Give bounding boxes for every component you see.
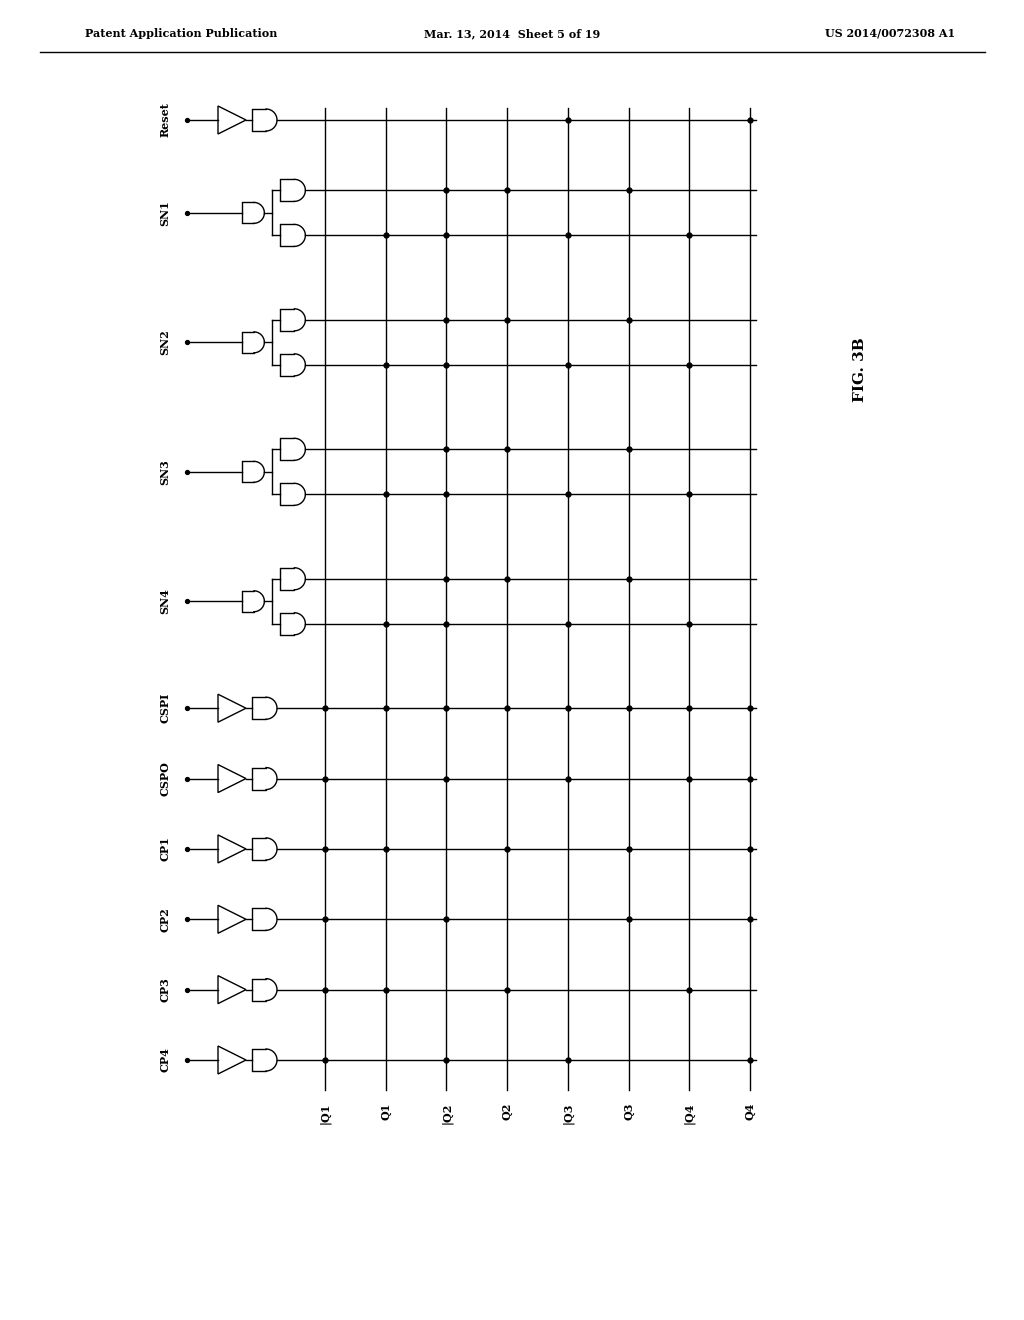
Text: Q3: Q3	[623, 1104, 634, 1121]
Text: CP3: CP3	[160, 977, 171, 1002]
Text: |Q4: |Q4	[684, 1104, 695, 1125]
Text: Q4: Q4	[744, 1104, 756, 1121]
Text: FIG. 3B: FIG. 3B	[853, 338, 867, 403]
Text: Mar. 13, 2014  Sheet 5 of 19: Mar. 13, 2014 Sheet 5 of 19	[424, 28, 600, 40]
Text: SN3: SN3	[160, 459, 171, 484]
Text: |Q2: |Q2	[440, 1104, 453, 1125]
Text: Q1: Q1	[380, 1104, 391, 1121]
Text: CP1: CP1	[160, 837, 171, 861]
Text: CP4: CP4	[160, 1048, 171, 1072]
Text: |Q3: |Q3	[562, 1104, 573, 1125]
Text: Reset: Reset	[160, 103, 171, 137]
Text: US 2014/0072308 A1: US 2014/0072308 A1	[825, 28, 955, 40]
Text: |Q1: |Q1	[319, 1104, 331, 1125]
Text: Patent Application Publication: Patent Application Publication	[85, 28, 278, 40]
Text: Q2: Q2	[502, 1104, 513, 1121]
Text: SN1: SN1	[160, 201, 171, 226]
Text: CSPI: CSPI	[160, 693, 171, 723]
Text: SN2: SN2	[160, 330, 171, 355]
Text: SN4: SN4	[160, 589, 171, 614]
Text: CP2: CP2	[160, 907, 171, 932]
Text: CSPO: CSPO	[160, 762, 171, 796]
